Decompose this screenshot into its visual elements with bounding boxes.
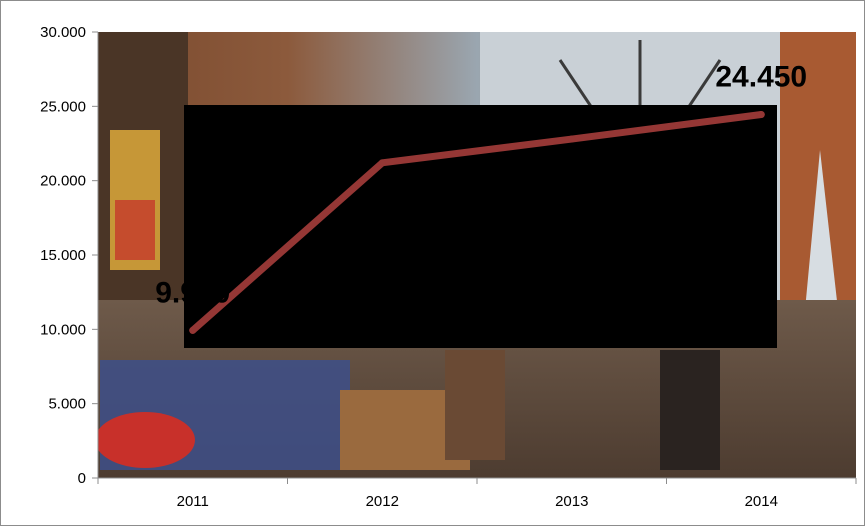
data-label-2011: 9.930 xyxy=(155,276,230,309)
x-tick-label: 2011 xyxy=(177,493,209,510)
data-point-2013 xyxy=(568,135,576,143)
data-point-2011 xyxy=(189,326,197,334)
black-cover-rectangle xyxy=(184,105,777,348)
y-tick-label: 10.000 xyxy=(40,321,86,338)
series-layer xyxy=(189,111,765,334)
data-point-2012 xyxy=(378,159,386,167)
y-tick-label: 5.000 xyxy=(48,396,86,413)
x-tick-label: 2014 xyxy=(745,493,778,510)
x-tick-label: 2012 xyxy=(366,493,399,510)
series-line xyxy=(189,111,765,334)
y-tick-label: 20.000 xyxy=(40,173,86,190)
data-point-2014 xyxy=(757,111,765,119)
x-axis-ticks: 2011 2012 2013 2014 xyxy=(97,478,857,510)
y-tick-label: 25.000 xyxy=(40,98,86,115)
x-tick-label: 2013 xyxy=(555,493,588,510)
y-tick-label: 0 xyxy=(78,470,86,487)
data-label-layer: 9.930 24.450 xyxy=(155,61,807,310)
y-tick-label: 30.000 xyxy=(40,24,86,41)
data-label-2014: 24.450 xyxy=(715,61,807,94)
y-axis-ticks: 0 5.000 10.000 15.000 20.000 25.000 30.000 xyxy=(40,24,98,487)
y-tick-label: 15.000 xyxy=(40,247,86,264)
